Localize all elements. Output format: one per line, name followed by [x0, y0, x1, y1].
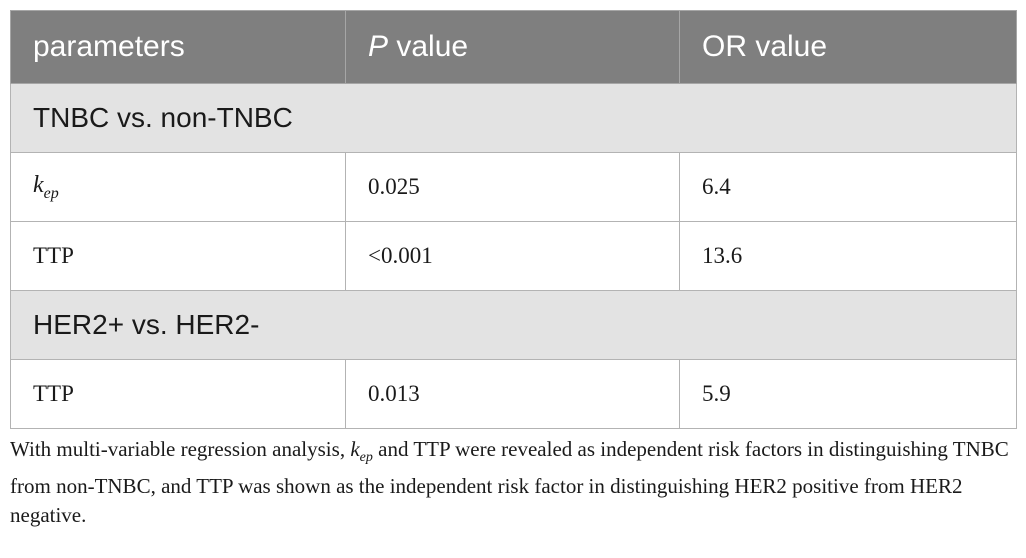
kep-symbol: kep — [33, 171, 59, 202]
kep-symbol: kep — [350, 437, 373, 465]
cell-p-value: 0.025 — [345, 152, 680, 222]
header-or-value: OR value — [679, 10, 1017, 84]
cell-p-value: <0.001 — [345, 221, 680, 291]
group-row-tnbc: TNBC vs. non-TNBC — [10, 83, 1017, 153]
cell-parameter: TTP — [10, 359, 346, 429]
cell-parameter: kep — [10, 152, 346, 222]
group-row-her2: HER2+ vs. HER2- — [10, 290, 1017, 360]
cell-p-value: 0.013 — [345, 359, 680, 429]
cell-or-value: 5.9 — [679, 359, 1017, 429]
table-row: TTP 0.013 5.9 — [10, 359, 1017, 429]
header-parameters: parameters — [10, 10, 346, 84]
header-p-value: P value — [345, 10, 680, 84]
cell-or-value: 13.6 — [679, 221, 1017, 291]
header-row: parameters P value OR value — [10, 10, 1017, 84]
table-row: TTP <0.001 13.6 — [10, 221, 1017, 291]
table-row: kep 0.025 6.4 — [10, 152, 1017, 222]
header-p-italic: P — [368, 30, 389, 63]
group-title: HER2+ vs. HER2- — [10, 290, 1017, 360]
group-title: TNBC vs. non-TNBC — [10, 83, 1017, 153]
cell-parameter: TTP — [10, 221, 346, 291]
table-footnote: With multi-variable regression analysis,… — [10, 437, 1009, 527]
results-table: parameters P value OR value TNBC vs. non… — [10, 10, 1017, 429]
table-container: parameters P value OR value TNBC vs. non… — [10, 10, 1017, 530]
header-p-rest: value — [388, 30, 469, 63]
cell-or-value: 6.4 — [679, 152, 1017, 222]
